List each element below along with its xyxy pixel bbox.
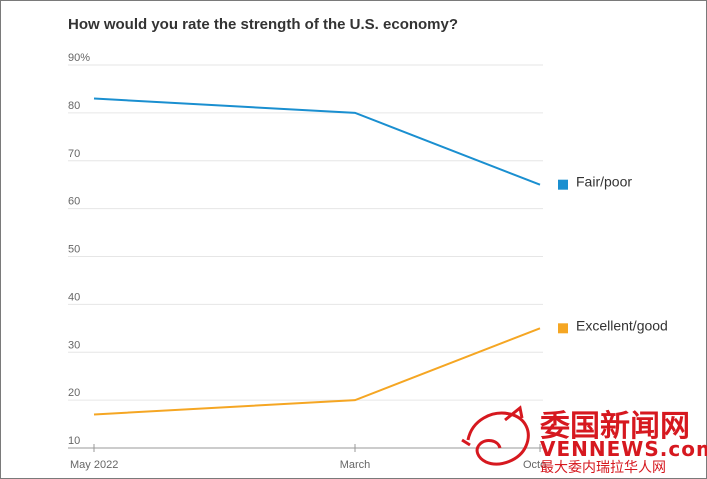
y-tick-label: 10 [68,435,80,447]
y-tick-label: 20 [68,387,80,399]
y-tick-label: 80 [68,100,80,112]
x-axis: May 2022 March Octo [68,444,546,471]
legend-swatch [558,179,568,190]
legend-label: Fair/poor [576,174,632,190]
y-tick-label: 40 [68,291,80,303]
chart-title: How would you rate the strength of the U… [68,16,459,33]
x-tick-label: Octo [523,459,546,471]
watermark-tagline: 最大委内瑞拉华人网 [540,460,666,476]
y-tick-label: 60 [68,196,80,208]
y-tick-label: 50 [68,244,80,256]
watermark-logo: 委国新闻网 VENNEWS.com 最大委内瑞拉华人网 [461,405,707,476]
y-axis-ticks: 90% 80 70 60 50 40 30 20 10 [68,52,90,447]
y-tick-label: 70 [68,148,80,160]
x-tick-label: March [340,459,371,471]
watermark-title: 委国新闻网 [540,409,690,444]
legend: Fair/poor Excellent/good [558,174,668,334]
series-lines [93,97,541,416]
dragon-logo-icon [461,405,530,466]
series-line [93,97,541,186]
legend-label: Excellent/good [576,317,668,333]
y-tick-label: 90% [68,52,90,64]
watermark-domain: VENNEWS.com [540,437,707,461]
series-line [93,327,541,416]
x-tick-label: May 2022 [70,459,118,471]
legend-swatch [558,323,568,334]
gridlines [68,64,543,449]
y-tick-label: 30 [68,339,80,351]
